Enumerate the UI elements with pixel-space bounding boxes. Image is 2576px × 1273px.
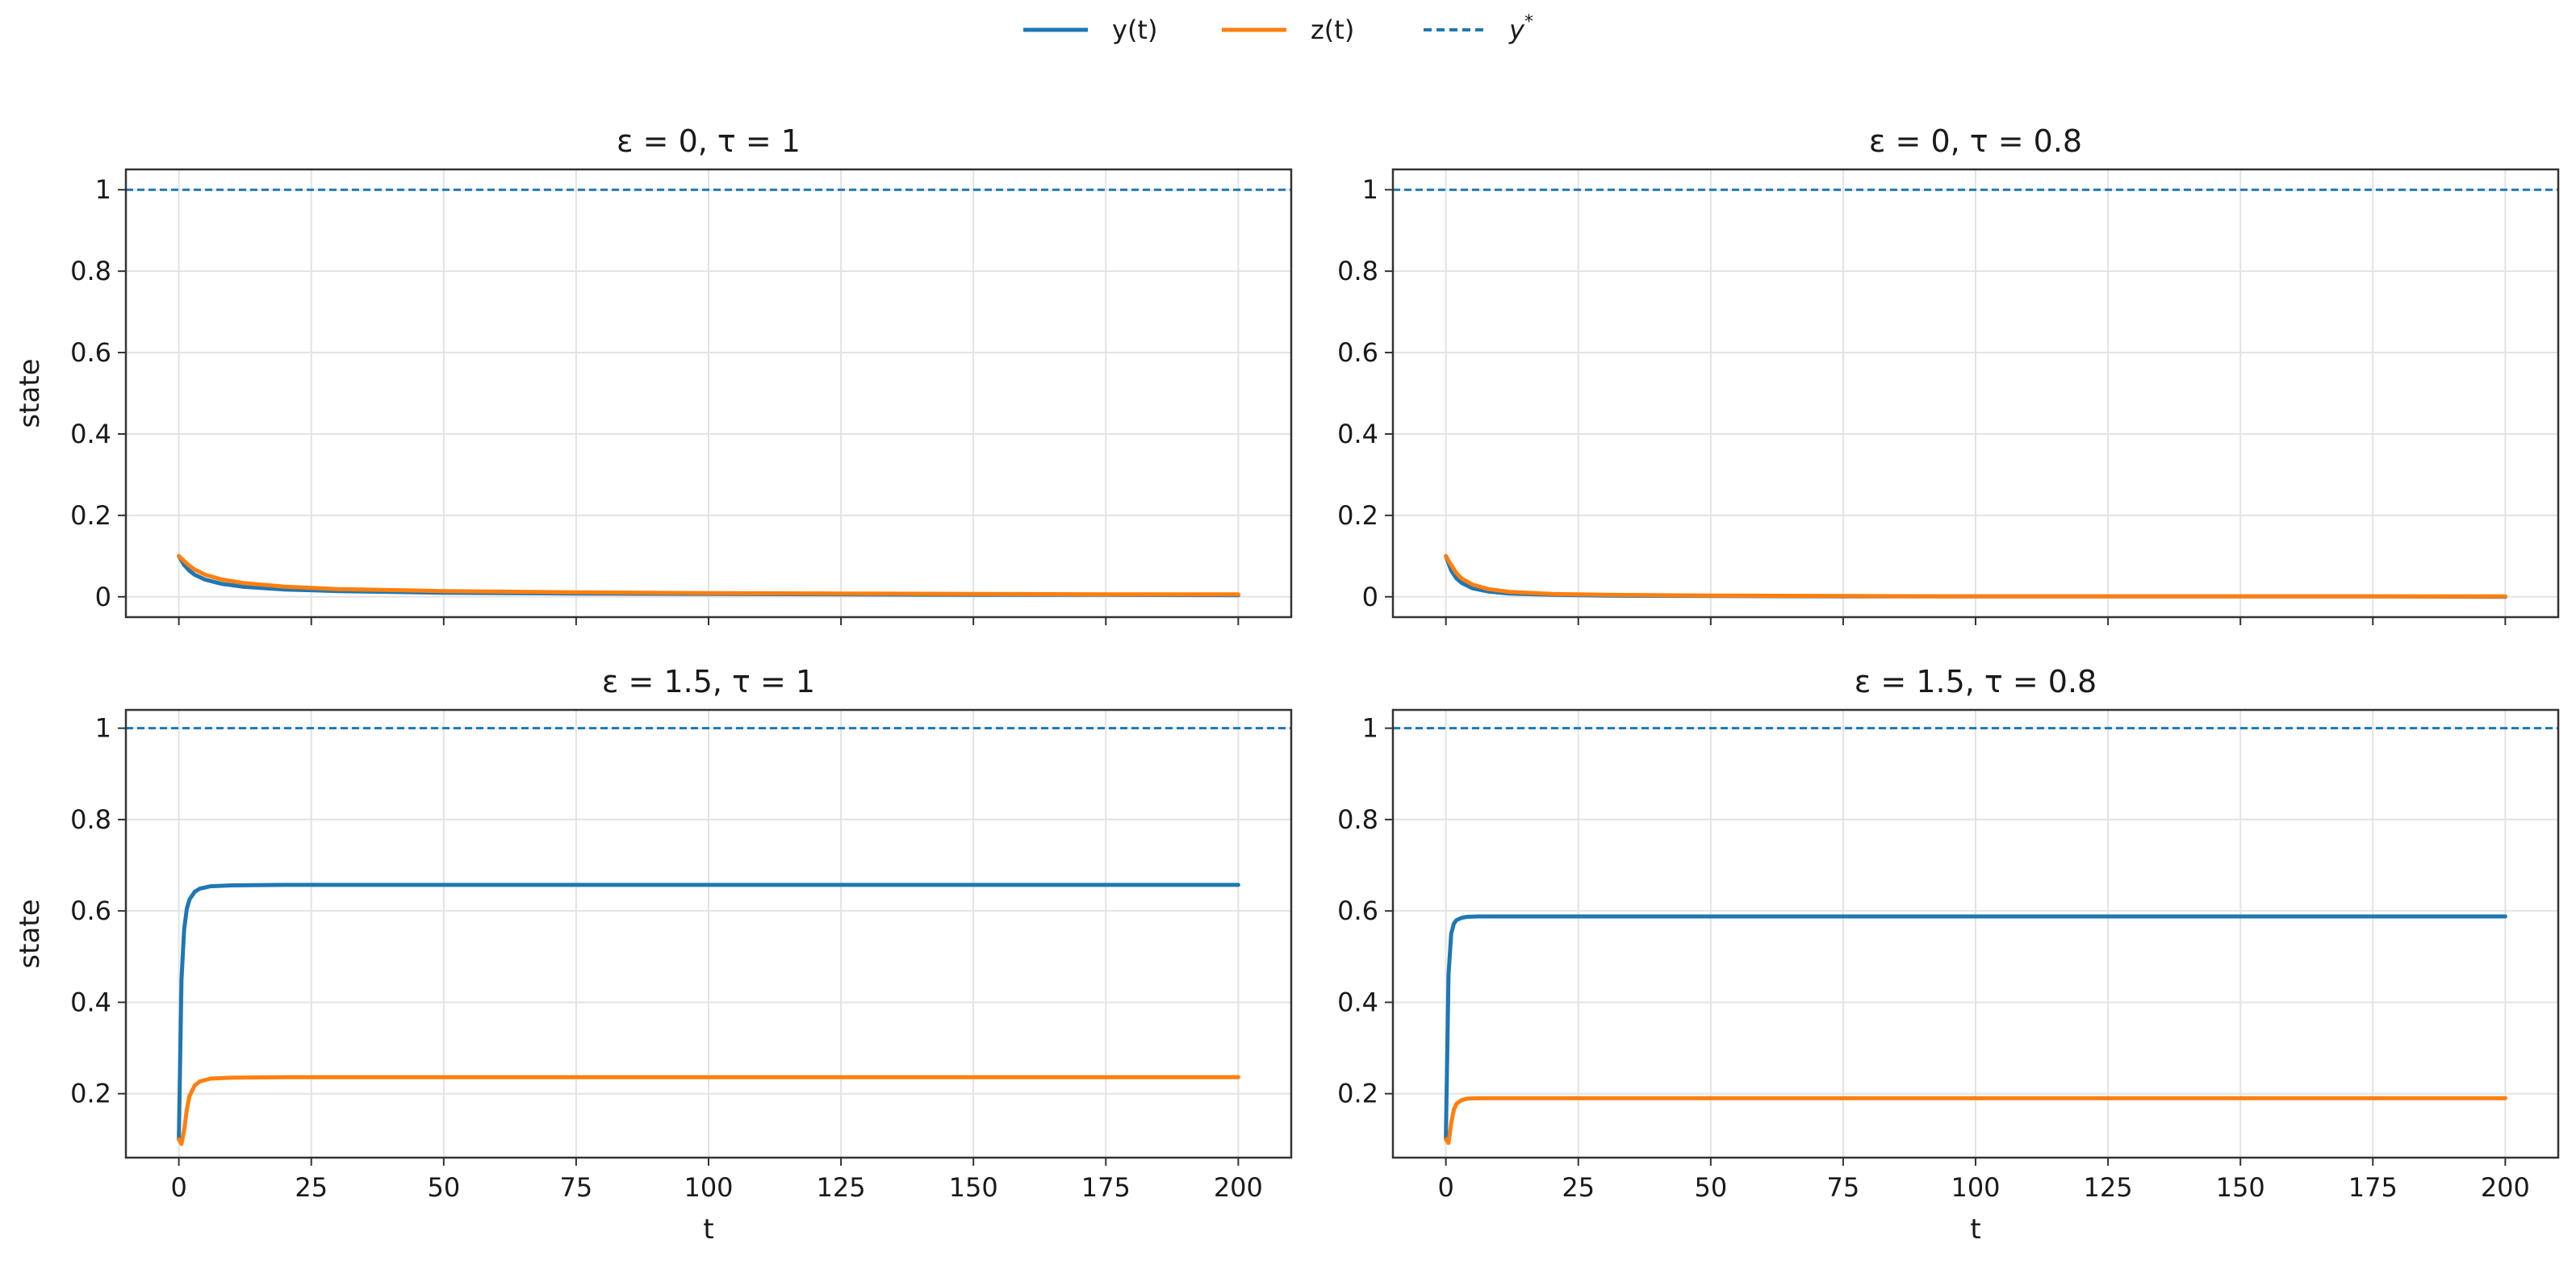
x-tick-label: 100 — [684, 1172, 733, 1203]
x-tick-label: 50 — [427, 1172, 460, 1203]
panel-eps0-tau08: 0 0.2 0.4 0.6 0.8 1 ε = 0, τ = 0.8 — [1337, 123, 2560, 625]
panel-eps15-tau1: 0.2 0.4 0.6 0.8 1 0 25 50 75 100 125 150 175 200 ε = 1… — [14, 664, 1293, 1246]
y-tick-label: 0.4 — [1337, 987, 1378, 1017]
y-tick-label: 0.2 — [1337, 500, 1378, 531]
x-tick-label: 100 — [1951, 1172, 2000, 1203]
legend: y(t) z(t) y* — [1023, 12, 1533, 45]
y-tick-label: 1 — [1362, 174, 1378, 205]
x-tick-label: 125 — [2084, 1172, 2133, 1203]
y-tick-label: 0.6 — [70, 337, 111, 368]
x-tick-label: 175 — [2348, 1172, 2398, 1203]
x-axis-label: t — [703, 1213, 713, 1246]
x-tick-label: 50 — [1694, 1172, 1727, 1203]
panel-title: ε = 0, τ = 1 — [617, 123, 801, 159]
x-tick-label: 125 — [817, 1172, 866, 1203]
y-axis-label: state — [14, 358, 46, 428]
y-tick-label: 1 — [1362, 713, 1378, 744]
panel-title: ε = 1.5, τ = 0.8 — [1855, 664, 2097, 699]
series-line-z — [1444, 553, 2507, 599]
x-tick-label: 200 — [2481, 1172, 2530, 1203]
x-axis-label: t — [1970, 1213, 1980, 1246]
series-line-z — [1444, 1096, 2507, 1146]
x-tick-label: 0 — [170, 1172, 186, 1203]
panel-title: ε = 1.5, τ = 1 — [602, 664, 815, 699]
y-axis-label: state — [14, 899, 46, 968]
y-tick-label: 0.4 — [1337, 419, 1378, 449]
series-line-z — [177, 553, 1240, 597]
x-tick-label: 75 — [1827, 1172, 1860, 1203]
y-tick-label: 0.8 — [1337, 256, 1378, 286]
series-line-z — [177, 1075, 1240, 1146]
x-tick-label: 150 — [2216, 1172, 2265, 1203]
y-tick-label: 0.4 — [70, 419, 111, 449]
x-tick-label: 175 — [1081, 1172, 1131, 1203]
series-line-y — [177, 883, 1240, 1142]
panel-title: ε = 0, τ = 0.8 — [1869, 123, 2082, 159]
x-tick-label: 75 — [560, 1172, 593, 1203]
x-tick-label: 150 — [949, 1172, 998, 1203]
y-tick-label: 0.6 — [1337, 895, 1378, 926]
y-tick-label: 0.2 — [70, 1079, 111, 1109]
y-tick-label: 0.8 — [70, 804, 111, 835]
x-tick-label: 0 — [1437, 1172, 1453, 1203]
y-tick-label: 0 — [1362, 582, 1378, 612]
y-tick-label: 1 — [95, 713, 111, 744]
legend-label-y: y(t) — [1112, 15, 1157, 45]
legend-label-z: z(t) — [1311, 15, 1354, 45]
series-line-y — [1444, 914, 2507, 1142]
y-tick-label: 0.8 — [70, 256, 111, 286]
y-tick-label: 0.2 — [1337, 1079, 1378, 1109]
x-tick-label: 25 — [295, 1172, 328, 1203]
y-tick-label: 0.8 — [1337, 804, 1378, 835]
y-tick-label: 0.4 — [70, 987, 111, 1017]
panel-eps15-tau08: 0.2 0.4 0.6 0.8 1 0 25 50 75 100 125 150 175 200 ε = 1… — [1337, 664, 2560, 1246]
y-tick-label: 0 — [95, 582, 111, 612]
x-tick-label: 200 — [1214, 1172, 1263, 1203]
y-tick-label: 0.2 — [70, 500, 111, 531]
x-tick-label: 25 — [1562, 1172, 1595, 1203]
y-tick-label: 0.6 — [70, 895, 111, 926]
y-tick-label: 0.6 — [1337, 337, 1378, 368]
y-tick-label: 1 — [95, 174, 111, 205]
panel-eps0-tau1: 0 0.2 0.4 0.6 0.8 1 ε = 0, τ = 1 state — [14, 123, 1293, 625]
